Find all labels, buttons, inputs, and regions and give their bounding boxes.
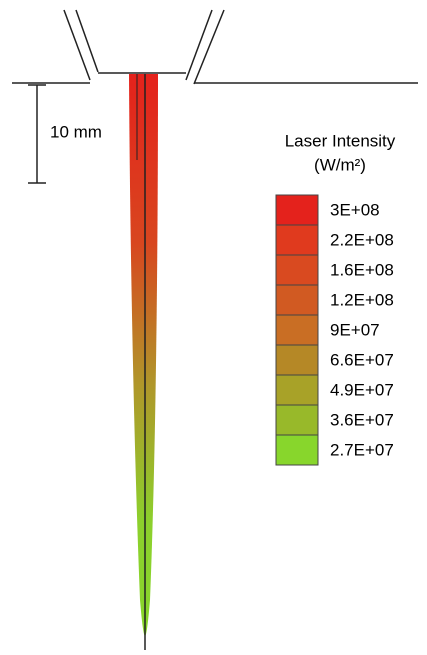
- legend-swatch: [276, 195, 318, 225]
- laser-plume: [129, 74, 158, 636]
- legend-label: 2.7E+07: [330, 440, 394, 459]
- scale-bar: [28, 85, 46, 183]
- legend-swatch: [276, 225, 318, 255]
- legend-label: 2.2E+08: [330, 230, 394, 249]
- legend-swatch: [276, 375, 318, 405]
- legend: 3E+08 2.2E+08 1.6E+08 1.2E+08 9E+07 6.6E+07 4.…: [276, 195, 394, 465]
- legend-label: 4.9E+07: [330, 380, 394, 399]
- figure: 10 mm Laser Intensity (W/m²) 3E+08 2.2E+0…: [0, 0, 427, 655]
- legend-swatch: [276, 435, 318, 465]
- legend-swatch: [276, 255, 318, 285]
- legend-label: 9E+07: [330, 320, 380, 339]
- legend-label: 3.6E+07: [330, 410, 394, 429]
- legend-unit: (W/m²): [314, 155, 366, 174]
- nozzle: [12, 10, 418, 84]
- scale-label: 10 mm: [50, 122, 102, 141]
- legend-swatch: [276, 345, 318, 375]
- legend-label: 6.6E+07: [330, 350, 394, 369]
- legend-swatch: [276, 285, 318, 315]
- legend-swatch: [276, 315, 318, 345]
- legend-label: 1.2E+08: [330, 290, 394, 309]
- legend-swatch: [276, 405, 318, 435]
- legend-title: Laser Intensity: [285, 131, 396, 150]
- legend-label: 1.6E+08: [330, 260, 394, 279]
- legend-label: 3E+08: [330, 200, 380, 219]
